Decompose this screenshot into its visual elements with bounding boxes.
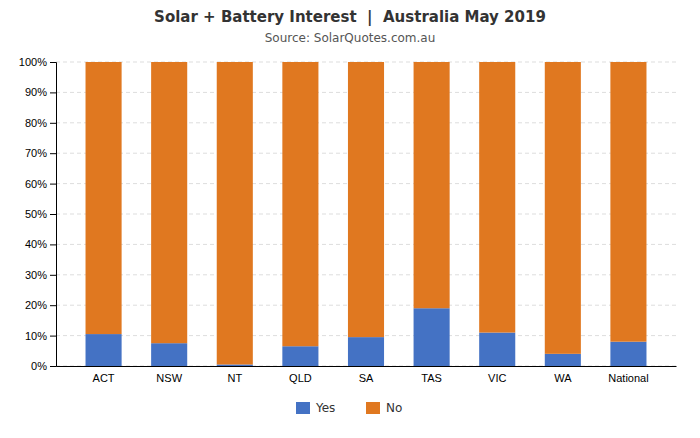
y-tick: 20% [25,299,56,311]
y-tick: 90% [25,86,56,98]
legend-item: Yes [296,401,335,415]
y-axis-line [50,63,57,367]
y-tick: 0% [31,360,56,372]
x-axis: ACT NSW NT QLD SA TAS VIC WA National [57,367,677,384]
bar [282,62,318,346]
bar [414,62,450,308]
bar [610,62,646,342]
y-tick: 40% [25,238,56,250]
x-tick-label: TAS [421,372,442,384]
y-tick-label: 40% [25,238,47,250]
subtitle: Source: SolarQuotes.com.au [265,31,436,45]
x-tick: NT [227,372,242,384]
title: Solar + Battery Interest | Australia May… [154,8,546,27]
y-tick-label: 70% [25,147,47,159]
x-tick-label: SA [359,372,374,384]
y-axis: 0% 10% 20% 30% 40% 50% 60% 70% 80% 90% 100% [19,56,57,372]
x-tick-label: WA [554,372,572,384]
title-group: Solar + Battery Interest | Australia May… [154,8,546,45]
y-tick: 10% [25,330,56,342]
bar [151,62,187,343]
bar [348,337,384,366]
chart: Solar + Battery Interest | Australia May… [0,0,700,438]
bars [86,62,647,366]
y-tick-label: 20% [25,299,47,311]
bar [610,342,646,366]
x-tick: ACT [93,372,115,384]
y-tick: 60% [25,178,56,190]
y-tick-label: 50% [25,208,47,220]
y-tick: 80% [25,117,56,129]
y-tick-mark [50,153,56,154]
x-tick: WA [554,372,572,384]
x-tick: National [608,372,648,384]
y-tick-mark [50,275,56,276]
y-tick: 70% [25,147,56,159]
y-tick: 100% [19,56,56,68]
y-tick-mark [50,184,56,185]
legend: Yes No [296,401,402,415]
legend-swatch [296,402,310,414]
x-tick-label: NT [227,372,242,384]
bar [545,62,581,354]
y-tick-label: 60% [25,178,47,190]
y-tick-label: 0% [31,360,47,372]
x-axis-line [57,366,677,367]
legend-swatch [366,402,380,414]
y-tick-mark [50,336,56,337]
y-tick-label: 80% [25,117,47,129]
grid [56,62,676,366]
x-tick: VIC [488,372,506,384]
x-tick-label: NSW [156,372,182,384]
y-tick-label: 30% [25,269,47,281]
bar [151,343,187,366]
legend-label: Yes [315,401,335,415]
plot: 0% 10% 20% 30% 40% 50% 60% 70% 80% 90% 100% ACT NSW N… [19,56,677,384]
bar [217,364,253,366]
bar [348,62,384,337]
bar [217,62,253,364]
y-tick-mark [50,92,56,93]
x-tick-label: QLD [289,372,312,384]
y-tick-mark [50,366,56,367]
y-tick-label: 10% [25,330,47,342]
bar [479,62,515,333]
y-tick: 30% [25,269,56,281]
legend-label: No [386,401,402,415]
bar [86,334,122,366]
x-tick: NSW [156,372,182,384]
x-tick: SA [359,372,374,384]
y-tick: 50% [25,208,56,220]
y-tick-mark [50,62,56,63]
x-tick: TAS [421,372,442,384]
bar [86,62,122,334]
x-tick-label: VIC [488,372,506,384]
y-tick-label: 90% [25,86,47,98]
legend-item: No [366,401,402,415]
y-tick-mark [50,244,56,245]
y-tick-mark [50,305,56,306]
y-tick-label: 100% [19,56,47,68]
y-tick-mark [50,214,56,215]
x-tick: QLD [289,372,312,384]
x-tick-label: ACT [93,372,115,384]
x-tick-label: National [608,372,648,384]
bar [479,333,515,366]
bar [282,346,318,366]
series [86,62,647,364]
bar [545,354,581,366]
y-tick-mark [50,123,56,124]
bar [414,308,450,366]
